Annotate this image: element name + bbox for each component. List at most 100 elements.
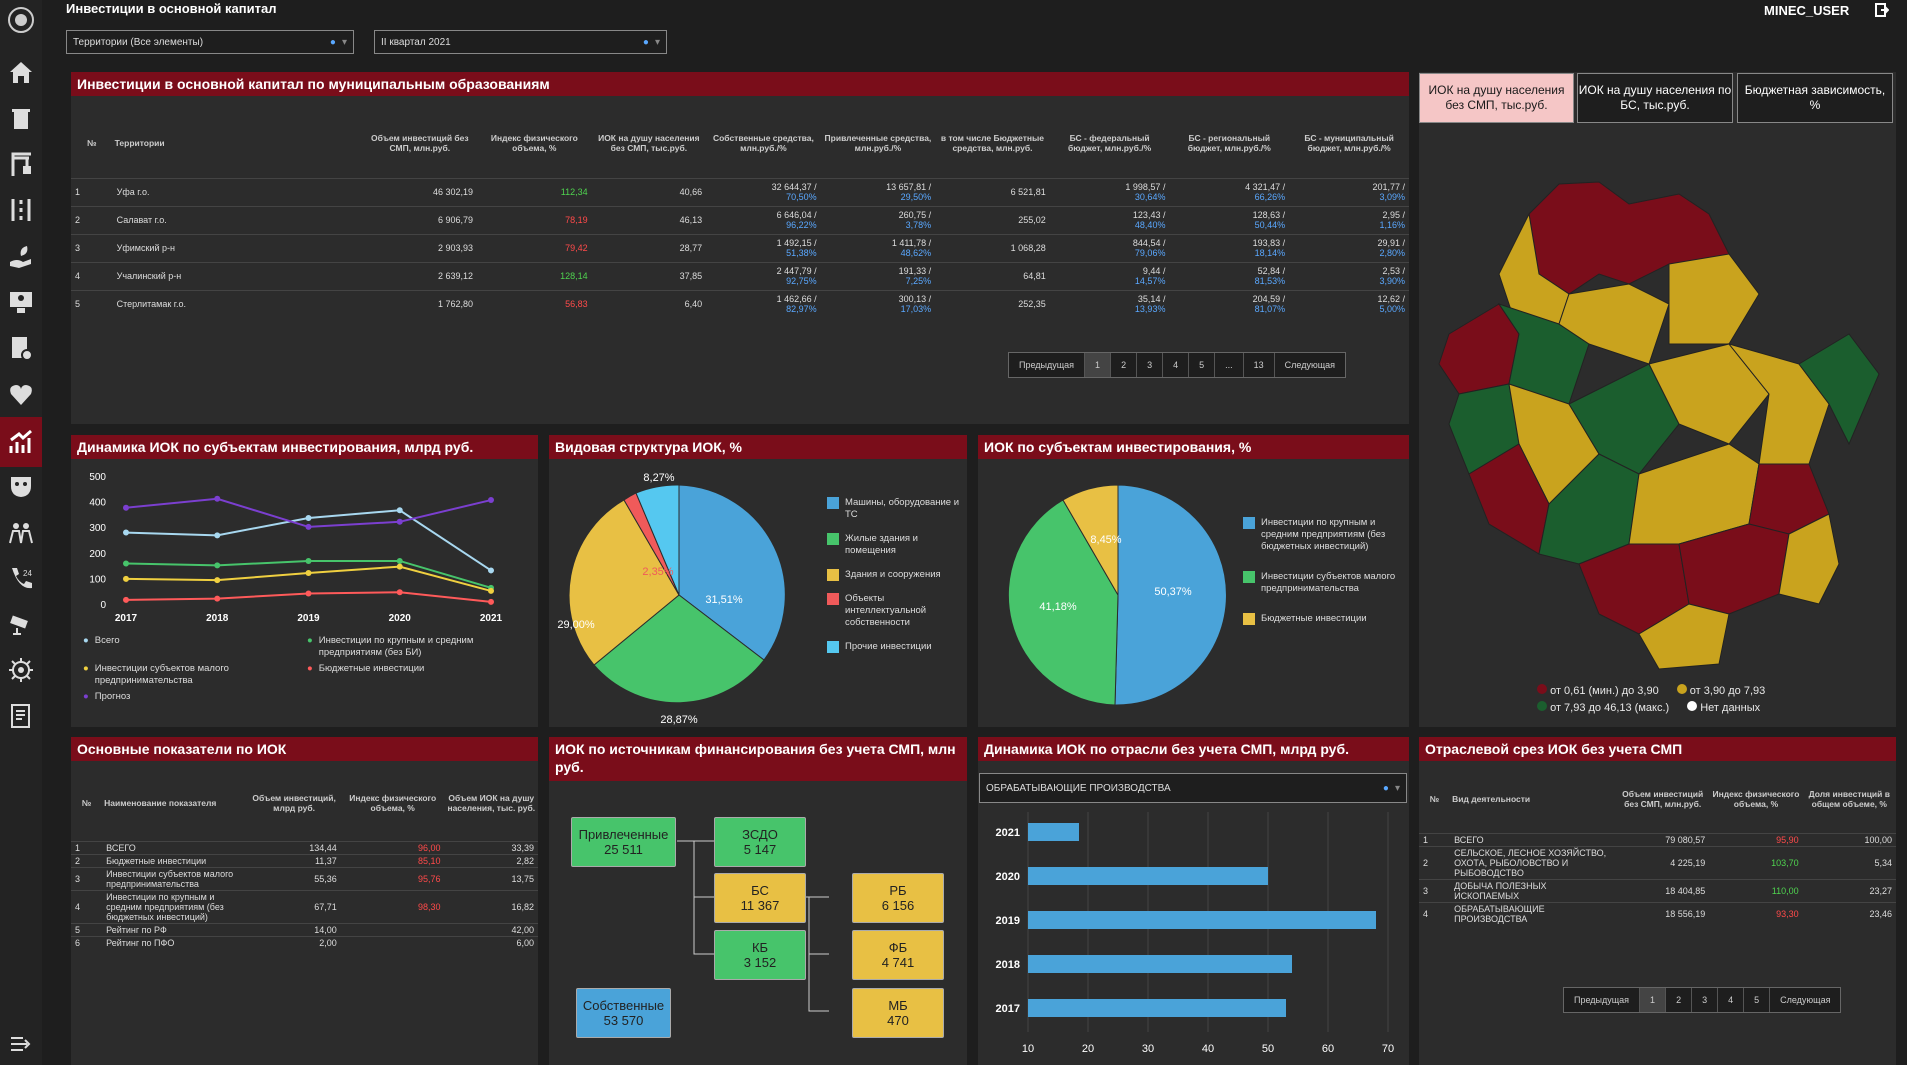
data-point[interactable] (488, 587, 494, 594)
theater-mask-icon[interactable] (5, 470, 37, 502)
table-row[interactable]: 6 Рейтинг по ПФО 2,00 6,00 (71, 935, 538, 949)
data-point[interactable] (123, 504, 129, 511)
col-header[interactable]: в том числе Бюджетные средства, млн.руб. (940, 132, 1044, 153)
industry-select[interactable]: ОБРАБАТЫВАЮЩИЕ ПРОИЗВОДСТВА ● ▾ (979, 773, 1407, 803)
flow-kb[interactable]: КБ 3 152 (714, 930, 806, 980)
flow-attracted[interactable]: Привлеченные 25 511 (571, 817, 676, 867)
table-row[interactable]: 5 Стерлитамак г.о. 1 762,80 56,83 6,40 1 462,… (71, 289, 1409, 318)
table-row[interactable]: 2 СЕЛЬСКОЕ, ЛЕСНОЕ ХОЗЯЙСТВО, ОХОТА, РЫБО… (1419, 845, 1896, 879)
data-point[interactable] (214, 562, 221, 569)
col-header[interactable]: № (87, 137, 97, 148)
data-point[interactable] (123, 575, 129, 582)
legend-other[interactable]: Прочие инвестиции (827, 641, 962, 653)
flow-mb[interactable]: МБ 470 (852, 988, 944, 1038)
col-header[interactable]: Объем инвестиций без СМП, млн.руб. (1622, 788, 1704, 809)
bar[interactable] (1028, 867, 1268, 885)
page-button[interactable]: ... (1215, 353, 1244, 377)
legend-small[interactable]: Инвестиции субъектов малого предпринимат… (1243, 571, 1403, 595)
col-header[interactable]: № (1429, 793, 1440, 804)
col-header[interactable]: Объем инвестиций без СМП, млн.руб. (370, 132, 469, 153)
page-button[interactable]: 2 (1666, 988, 1693, 1012)
page-button[interactable]: 4 (1163, 353, 1190, 377)
road-icon[interactable] (5, 194, 37, 226)
phone-24-icon[interactable]: 24 (5, 562, 37, 594)
table-row[interactable]: 1 Уфа г.о. 46 302,19 112,34 40,66 32 644,37 /… (71, 177, 1409, 206)
bar[interactable] (1028, 999, 1286, 1017)
data-point[interactable] (214, 577, 221, 584)
data-point[interactable] (305, 590, 312, 597)
pie1-slice-buildings[interactable] (568, 499, 680, 666)
legend-housing[interactable]: Жилые здания и помещения (827, 533, 962, 557)
col-header[interactable]: Вид деятельности (1452, 793, 1531, 804)
col-header[interactable]: Объем инвестиций, млрд руб. (252, 792, 336, 813)
data-point[interactable] (305, 557, 312, 564)
page-button[interactable]: 2 (1111, 353, 1138, 377)
table-row[interactable]: 2 Салават г.о. 6 906,79 78,19 46,13 6 646,04 … (71, 205, 1409, 234)
legend-large[interactable]: Инвестиции по крупным и средним предприя… (1243, 517, 1403, 553)
data-point[interactable] (488, 598, 494, 605)
table-row[interactable]: 5 Рейтинг по РФ 14,00 42,00 (71, 922, 538, 936)
cctv-icon[interactable] (5, 608, 37, 640)
data-point[interactable] (123, 596, 129, 603)
coat-of-arms-logo[interactable] (5, 4, 37, 36)
bar[interactable] (1028, 955, 1292, 973)
data-point[interactable] (305, 570, 312, 576)
series-line[interactable] (125, 497, 492, 528)
region-map[interactable] (1429, 124, 1889, 674)
page-button[interactable]: 3 (1137, 353, 1164, 377)
data-point[interactable] (214, 532, 221, 539)
col-header[interactable]: Собственные средства, млн.руб./% (712, 132, 814, 153)
table-row[interactable]: 4 Инвестиции по крупным и средним предпри… (71, 889, 538, 923)
page-button[interactable]: 1 (1640, 988, 1667, 1012)
data-point[interactable] (123, 529, 129, 536)
page-button[interactable]: Следующая (1284, 360, 1335, 370)
pie1-slice-housing[interactable] (593, 594, 765, 704)
period-select[interactable]: II квартал 2021 ● ▾ (374, 30, 667, 54)
data-point[interactable] (396, 507, 403, 514)
pie1-slice-machines[interactable] (678, 484, 786, 661)
page-button[interactable]: 4 (1718, 988, 1745, 1012)
col-header[interactable]: Наименование показателя (104, 797, 217, 808)
data-point[interactable] (396, 563, 403, 570)
data-point[interactable] (123, 560, 129, 567)
legend-ip[interactable]: Объекты интеллектуальной собственности (827, 593, 962, 629)
report-icon[interactable] (5, 700, 37, 732)
data-point[interactable] (396, 589, 403, 596)
investment-chart-icon[interactable] (0, 417, 42, 467)
table-row[interactable]: 3 Уфимский р-н 2 903,93 79,42 28,77 1 492,15 … (71, 233, 1409, 262)
legend-budget[interactable]: ● Бюджетные инвестиции (307, 663, 425, 674)
page-button[interactable]: 3 (1692, 988, 1719, 1012)
page-button[interactable]: Следующая (1780, 995, 1831, 1005)
bar[interactable] (1028, 911, 1376, 929)
pie2-slice-large[interactable] (1114, 484, 1227, 706)
page-button[interactable]: Предыдущая (1009, 353, 1086, 377)
col-header[interactable]: БС - федеральный бюджет, млн.руб./% (1068, 132, 1152, 153)
table-row[interactable]: 1 ВСЕГО 134,44 96,00 33,39 (71, 840, 538, 854)
page-button[interactable]: 13 (1244, 353, 1275, 377)
data-point[interactable] (488, 497, 494, 504)
table-row[interactable]: 1 ВСЕГО 79 080,57 95,90 100,00 (1419, 832, 1896, 846)
legend-forecast[interactable]: ● Прогноз (83, 691, 131, 702)
col-header[interactable]: Привлеченные средства, млн.руб./% (824, 132, 932, 153)
home-icon[interactable] (5, 56, 37, 88)
col-header[interactable]: Индекс физического объема, % (349, 792, 437, 813)
data-point[interactable] (305, 514, 312, 521)
page-button[interactable]: Предыдущая (1564, 988, 1641, 1012)
table-row[interactable]: 3 Инвестиции субъектов малого предпринима… (71, 866, 538, 890)
people-hands-icon[interactable] (5, 516, 37, 548)
bar[interactable] (1028, 823, 1079, 841)
legend-budget[interactable]: Бюджетные инвестиции (1243, 613, 1403, 625)
col-header[interactable]: Объем ИОК на душу населения, тыс. руб. (447, 792, 536, 813)
data-point[interactable] (305, 523, 312, 530)
table-row[interactable]: 4 Учалинский р-н 2 639,12 128,14 37,85 2 447,… (71, 261, 1409, 290)
legend-small[interactable]: ● Инвестиции субъектов малого предпринима… (83, 663, 229, 686)
table-row[interactable]: 4 ОБРАБАТЫВАЮЩИЕ ПРОИЗВОДСТВА 18 556,19 93,… (1419, 901, 1896, 925)
presentation-icon[interactable] (5, 286, 37, 318)
virus-icon[interactable] (5, 654, 37, 686)
col-header[interactable]: БС - муниципальный бюджет, млн.руб./% (1304, 132, 1394, 153)
pie1-slice-other[interactable] (635, 484, 680, 596)
pie2-slice-small[interactable] (1007, 499, 1119, 706)
recycle-icon[interactable] (5, 102, 37, 134)
expand-menu-icon[interactable] (5, 1028, 37, 1060)
tab-iok-per-capita[interactable]: ИОК на душу населения без СМП, тыс.руб. (1419, 73, 1574, 123)
